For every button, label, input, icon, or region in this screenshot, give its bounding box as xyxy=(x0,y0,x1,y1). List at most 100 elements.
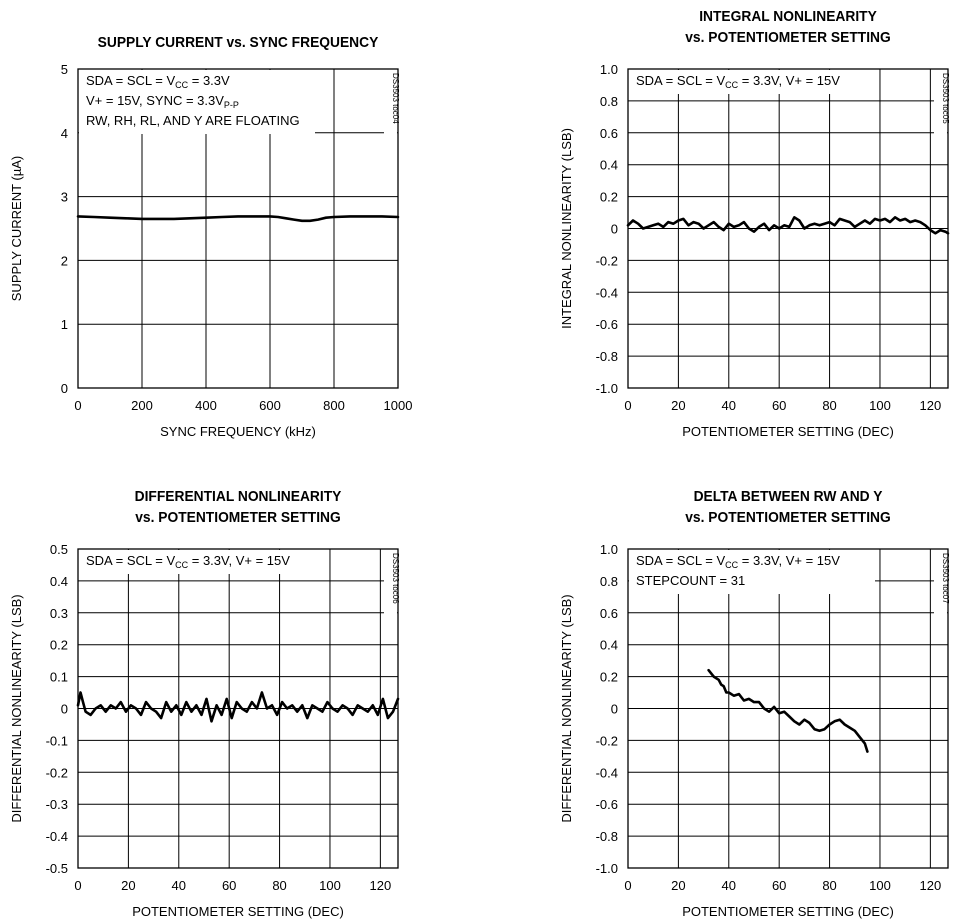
annotation-fragment: V+ = 15V, SYNC = 3.3V xyxy=(86,93,224,108)
y-tick-label: -0.8 xyxy=(596,349,618,364)
y-tick-label: -0.4 xyxy=(596,285,618,300)
annotation-box xyxy=(79,550,325,574)
x-tick-label: 0 xyxy=(624,878,631,893)
y-tick-label: -0.2 xyxy=(596,733,618,748)
y-tick-label: 5 xyxy=(61,62,68,77)
x-tick-label: 100 xyxy=(869,398,891,413)
x-tick-label: 40 xyxy=(172,878,186,893)
y-tick-label: 0.6 xyxy=(600,606,618,621)
x-tick-label: 60 xyxy=(772,398,786,413)
y-tick-label: -0.6 xyxy=(596,797,618,812)
chart-title: DELTA BETWEEN RW AND Y xyxy=(693,488,883,505)
y-tick-label: 0.1 xyxy=(50,670,68,685)
chart-title: INTEGRAL NONLINEARITY xyxy=(699,8,877,25)
x-tick-label: 40 xyxy=(722,398,736,413)
y-tick-label: 0.8 xyxy=(600,574,618,589)
annotation-box xyxy=(629,550,875,594)
plot-frame xyxy=(77,548,399,869)
y-tick-label: 0 xyxy=(611,222,618,237)
y-tick-label: -0.6 xyxy=(596,317,618,332)
code-box xyxy=(384,70,397,140)
x-tick-label: 20 xyxy=(671,398,685,413)
y-tick-label: -0.3 xyxy=(46,797,68,812)
x-axis-label: POTENTIOMETER SETTING (DEC) xyxy=(682,424,894,439)
annotation-fragment: CC xyxy=(175,560,188,570)
annotation-text: V+ = 15V, SYNC = 3.3VP-P xyxy=(86,93,239,110)
y-tick-label: 0 xyxy=(61,702,68,717)
y-tick-label: 0.2 xyxy=(600,190,618,205)
y-axis-label: DIFFERENTIAL NONLINEARITY (LSB) xyxy=(9,594,24,822)
x-axis-label: POTENTIOMETER SETTING (DEC) xyxy=(682,904,894,919)
figure-code: DS3503 toc06 xyxy=(391,553,400,604)
x-tick-label: 120 xyxy=(920,878,942,893)
annotation-fragment: SDA = SCL = V xyxy=(636,553,725,568)
annotation-text: SDA = SCL = VCC = 3.3V xyxy=(86,73,230,90)
y-tick-label: 4 xyxy=(61,126,68,141)
y-tick-label: -1.0 xyxy=(596,381,618,396)
figure-code: DS3503 toc04 xyxy=(391,73,400,124)
y-axis-label: INTEGRAL NONLINEARITY (LSB) xyxy=(559,128,574,329)
y-tick-label: 0.6 xyxy=(600,126,618,141)
y-tick-label: 0.4 xyxy=(600,638,618,653)
annotation-text: STEPCOUNT = 31 xyxy=(636,573,745,588)
y-tick-label: -0.2 xyxy=(596,253,618,268)
x-tick-label: 60 xyxy=(222,878,236,893)
x-tick-label: 120 xyxy=(370,878,392,893)
x-tick-label: 20 xyxy=(121,878,135,893)
x-tick-label: 1000 xyxy=(384,398,413,413)
y-tick-label: 1.0 xyxy=(600,542,618,557)
x-tick-label: 800 xyxy=(323,398,345,413)
annotation-fragment: CC xyxy=(725,80,738,90)
y-tick-label: 0.3 xyxy=(50,606,68,621)
plot-frame xyxy=(627,68,949,389)
chart-title: DIFFERENTIAL NONLINEARITY xyxy=(134,488,342,505)
y-tick-label: 1.0 xyxy=(600,62,618,77)
code-box xyxy=(934,70,947,140)
chart-title: vs. POTENTIOMETER SETTING xyxy=(135,509,341,526)
y-axis-label: SUPPLY CURRENT (µA) xyxy=(9,156,24,301)
y-tick-label: -0.4 xyxy=(46,829,68,844)
plot-frame xyxy=(627,548,949,869)
plot-frame xyxy=(77,68,399,389)
y-tick-label: 0 xyxy=(61,381,68,396)
x-axis-label: SYNC FREQUENCY (kHz) xyxy=(160,424,316,439)
chart-title: vs. POTENTIOMETER SETTING xyxy=(685,29,891,46)
y-tick-label: -0.5 xyxy=(46,861,68,876)
annotation-box xyxy=(79,70,315,134)
annotation-fragment: = 3.3V xyxy=(188,73,230,88)
y-tick-label: 1 xyxy=(61,317,68,332)
annotation-fragment: P-P xyxy=(224,100,239,110)
annotation-box xyxy=(629,70,875,94)
figure-code: DS3503 toc05 xyxy=(941,73,950,124)
annotation-text: RW, RH, RL, AND Y ARE FLOATING xyxy=(86,113,300,128)
x-tick-label: 200 xyxy=(131,398,153,413)
chart-title: SUPPLY CURRENT vs. SYNC FREQUENCY xyxy=(97,34,379,51)
x-tick-label: 60 xyxy=(772,878,786,893)
y-tick-label: 0.2 xyxy=(50,638,68,653)
code-box xyxy=(384,550,397,620)
annotation-text: SDA = SCL = VCC = 3.3V, V+ = 15V xyxy=(636,73,840,90)
y-tick-label: 0.4 xyxy=(600,158,618,173)
annotation-fragment: = 3.3V, V+ = 15V xyxy=(188,553,290,568)
x-tick-label: 40 xyxy=(722,878,736,893)
y-tick-label: 0 xyxy=(611,702,618,717)
x-tick-label: 100 xyxy=(319,878,341,893)
y-tick-label: 3 xyxy=(61,190,68,205)
y-axis-label: DIFFERENTIAL NONLINEARITY (LSB) xyxy=(559,594,574,822)
y-tick-label: 0.2 xyxy=(600,670,618,685)
x-tick-label: 80 xyxy=(822,398,836,413)
x-tick-label: 0 xyxy=(74,878,81,893)
x-tick-label: 600 xyxy=(259,398,281,413)
figure-code: DS3503 toc07 xyxy=(941,553,950,604)
annotation-fragment: = 3.3V, V+ = 15V xyxy=(738,73,840,88)
x-tick-label: 80 xyxy=(272,878,286,893)
x-tick-label: 80 xyxy=(822,878,836,893)
y-tick-label: -0.2 xyxy=(46,765,68,780)
series-line xyxy=(76,691,400,723)
y-tick-label: -0.1 xyxy=(46,733,68,748)
annotation-text: SDA = SCL = VCC = 3.3V, V+ = 15V xyxy=(636,553,840,570)
